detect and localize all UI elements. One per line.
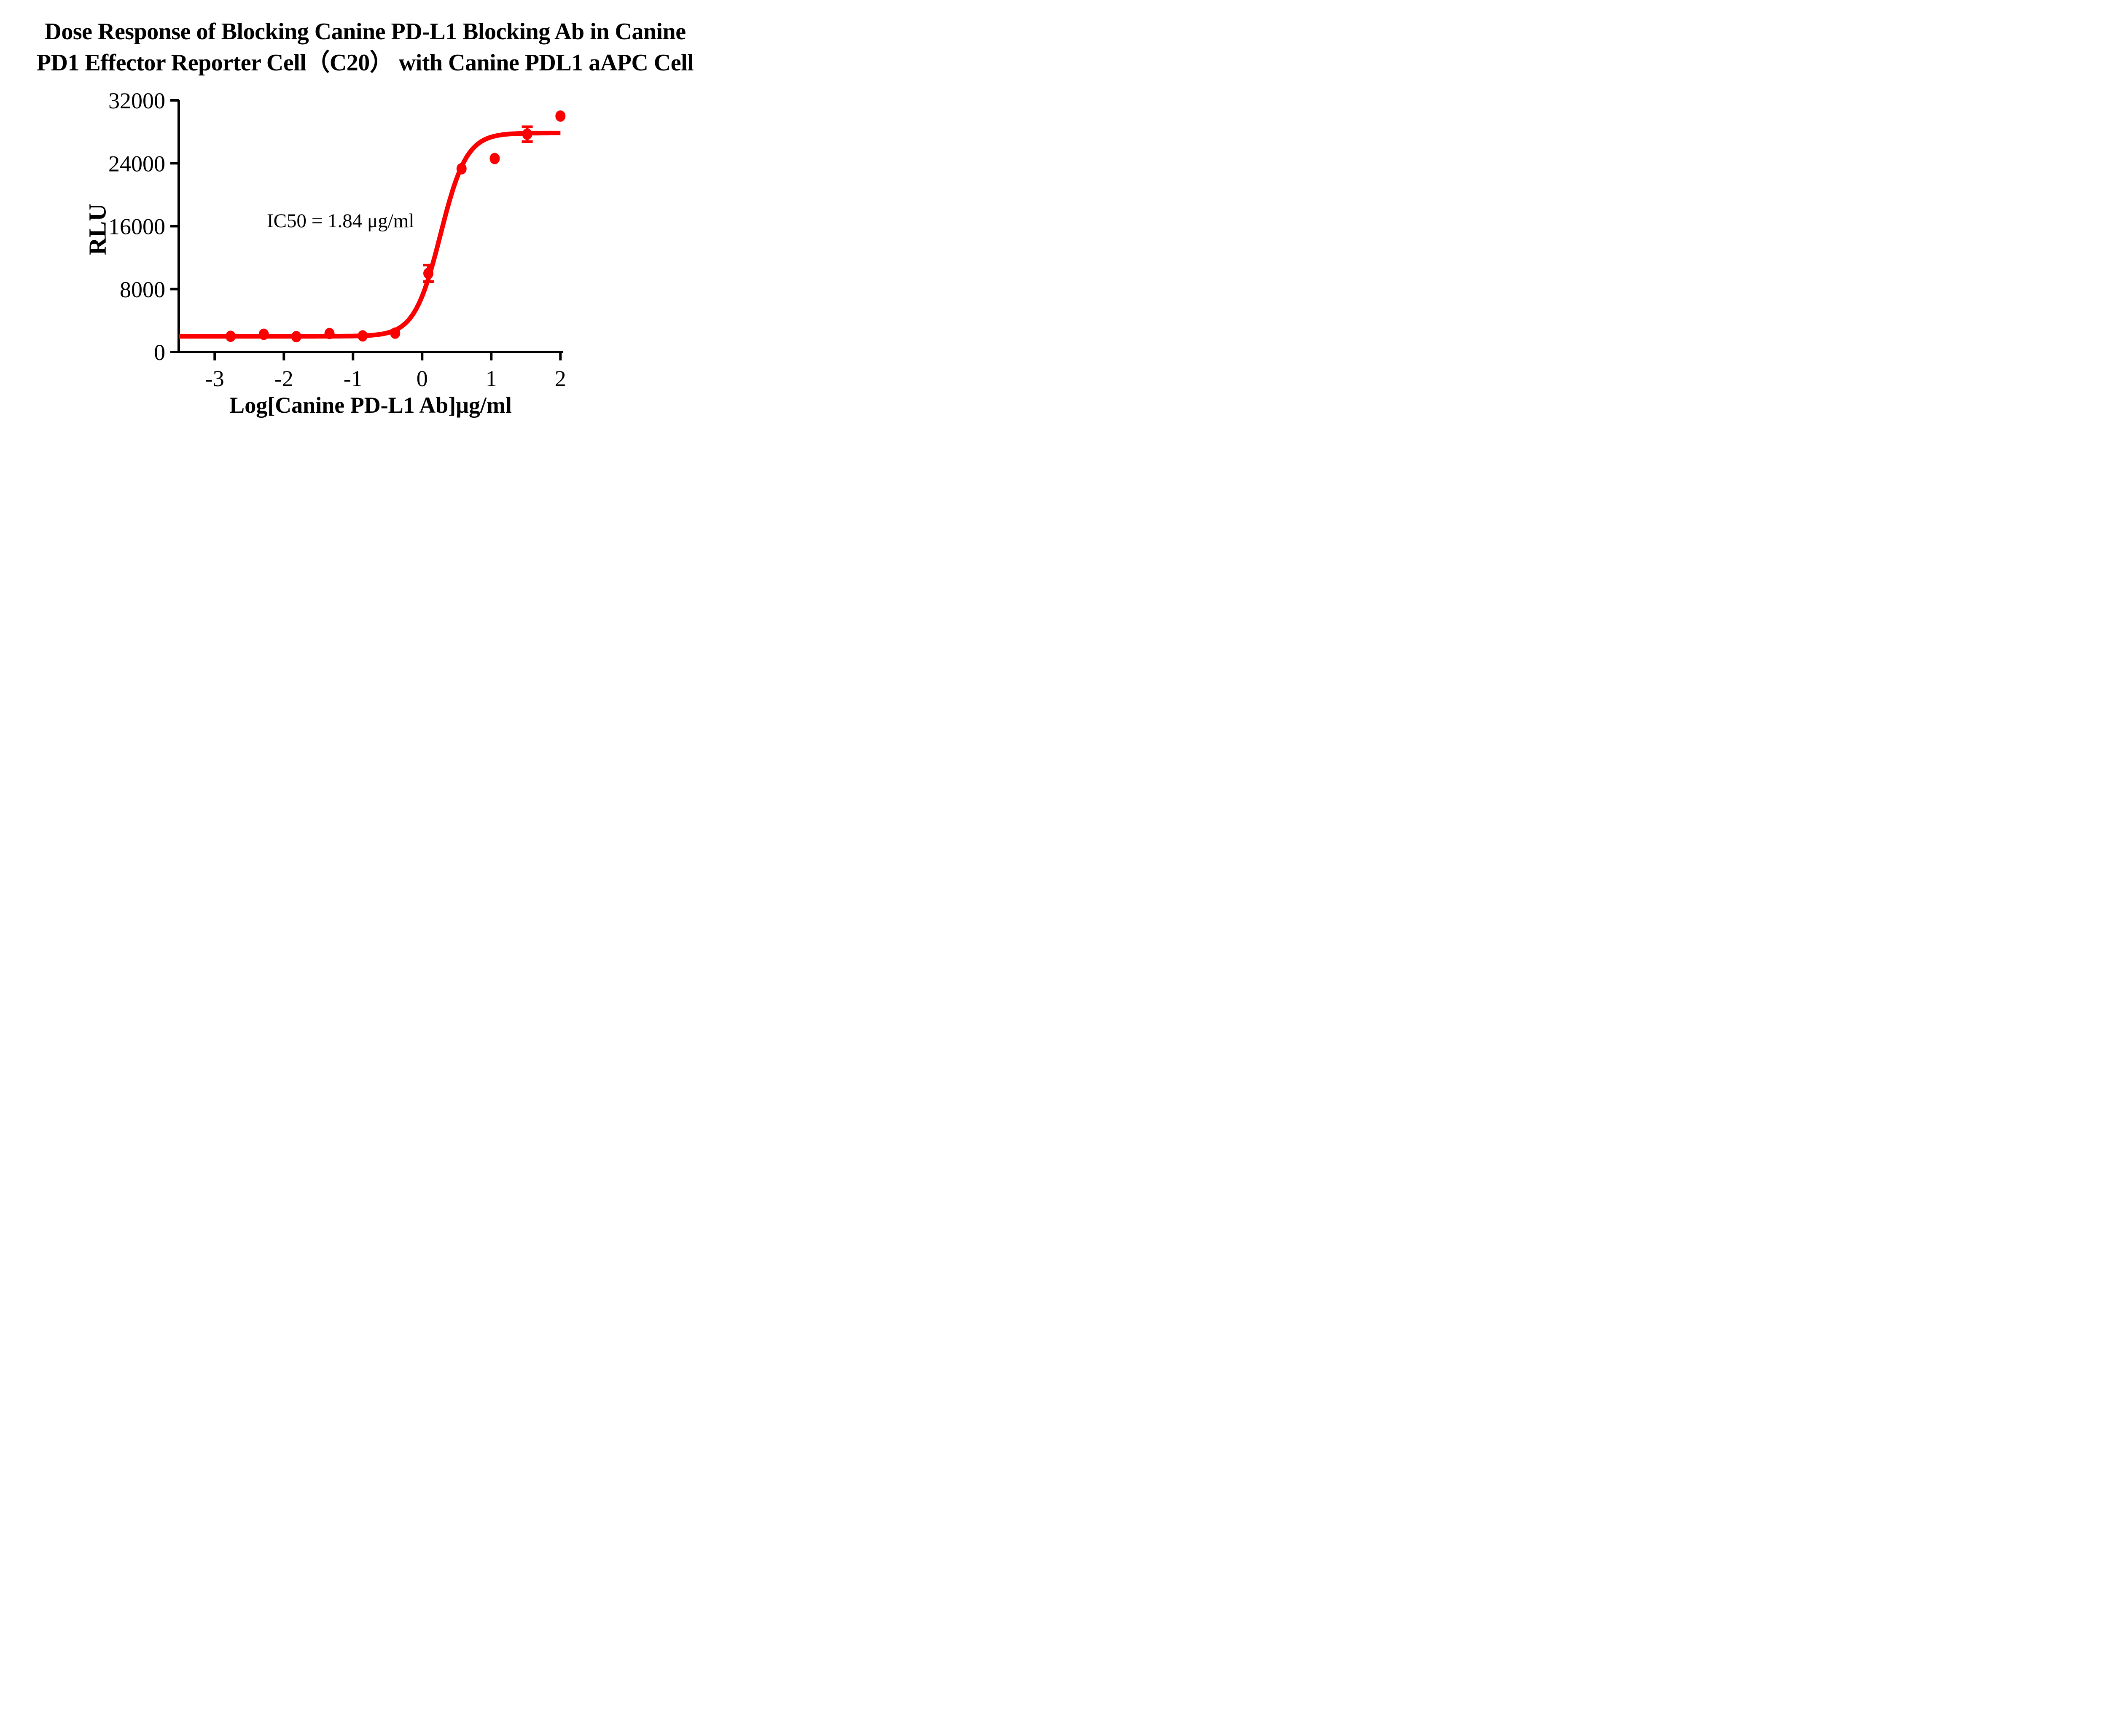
- y-tick-label: 16000: [108, 214, 165, 239]
- data-point: [226, 331, 236, 342]
- data-point: [423, 267, 434, 279]
- x-tick-label: -1: [344, 366, 363, 391]
- x-tick-label: 1: [486, 366, 497, 391]
- data-point: [258, 328, 269, 340]
- data-point: [555, 110, 566, 122]
- chart-title-line1: Dose Response of Blocking Canine PD-L1 B…: [44, 19, 686, 45]
- data-point: [489, 153, 500, 164]
- data-point: [358, 330, 368, 342]
- data-point: [324, 328, 335, 339]
- data-point: [291, 331, 301, 343]
- figure-page: Dose Response of Blocking Canine PD-L1 B…: [0, 0, 730, 434]
- y-tick-label: 32000: [108, 88, 165, 113]
- x-tick-label: -3: [205, 366, 224, 391]
- y-tick-label: 0: [154, 340, 165, 365]
- data-point: [390, 327, 401, 339]
- data-point: [522, 128, 532, 140]
- chart-title-line2: PD1 Effector Reporter Cell（C20） with Can…: [36, 50, 694, 76]
- x-tick-label: 0: [417, 366, 428, 391]
- chart-title: Dose Response of Blocking Canine PD-L1 B…: [0, 16, 730, 78]
- fit-curve: [177, 131, 562, 339]
- y-tick-label: 24000: [108, 151, 165, 176]
- ic50-annotation: IC50 = 1.84 μg/ml: [267, 210, 414, 232]
- x-axis-title: Log[Canine PD-L1 Ab]μg/ml: [229, 392, 512, 418]
- data-point: [456, 163, 467, 175]
- x-tick-label: 2: [555, 366, 566, 391]
- dose-response-plot: 0 8000 16000 24000 32000 -3 -2 -1 0 1 2: [108, 88, 566, 391]
- y-tick-label: 8000: [120, 277, 165, 302]
- x-tick-label: -2: [274, 366, 293, 391]
